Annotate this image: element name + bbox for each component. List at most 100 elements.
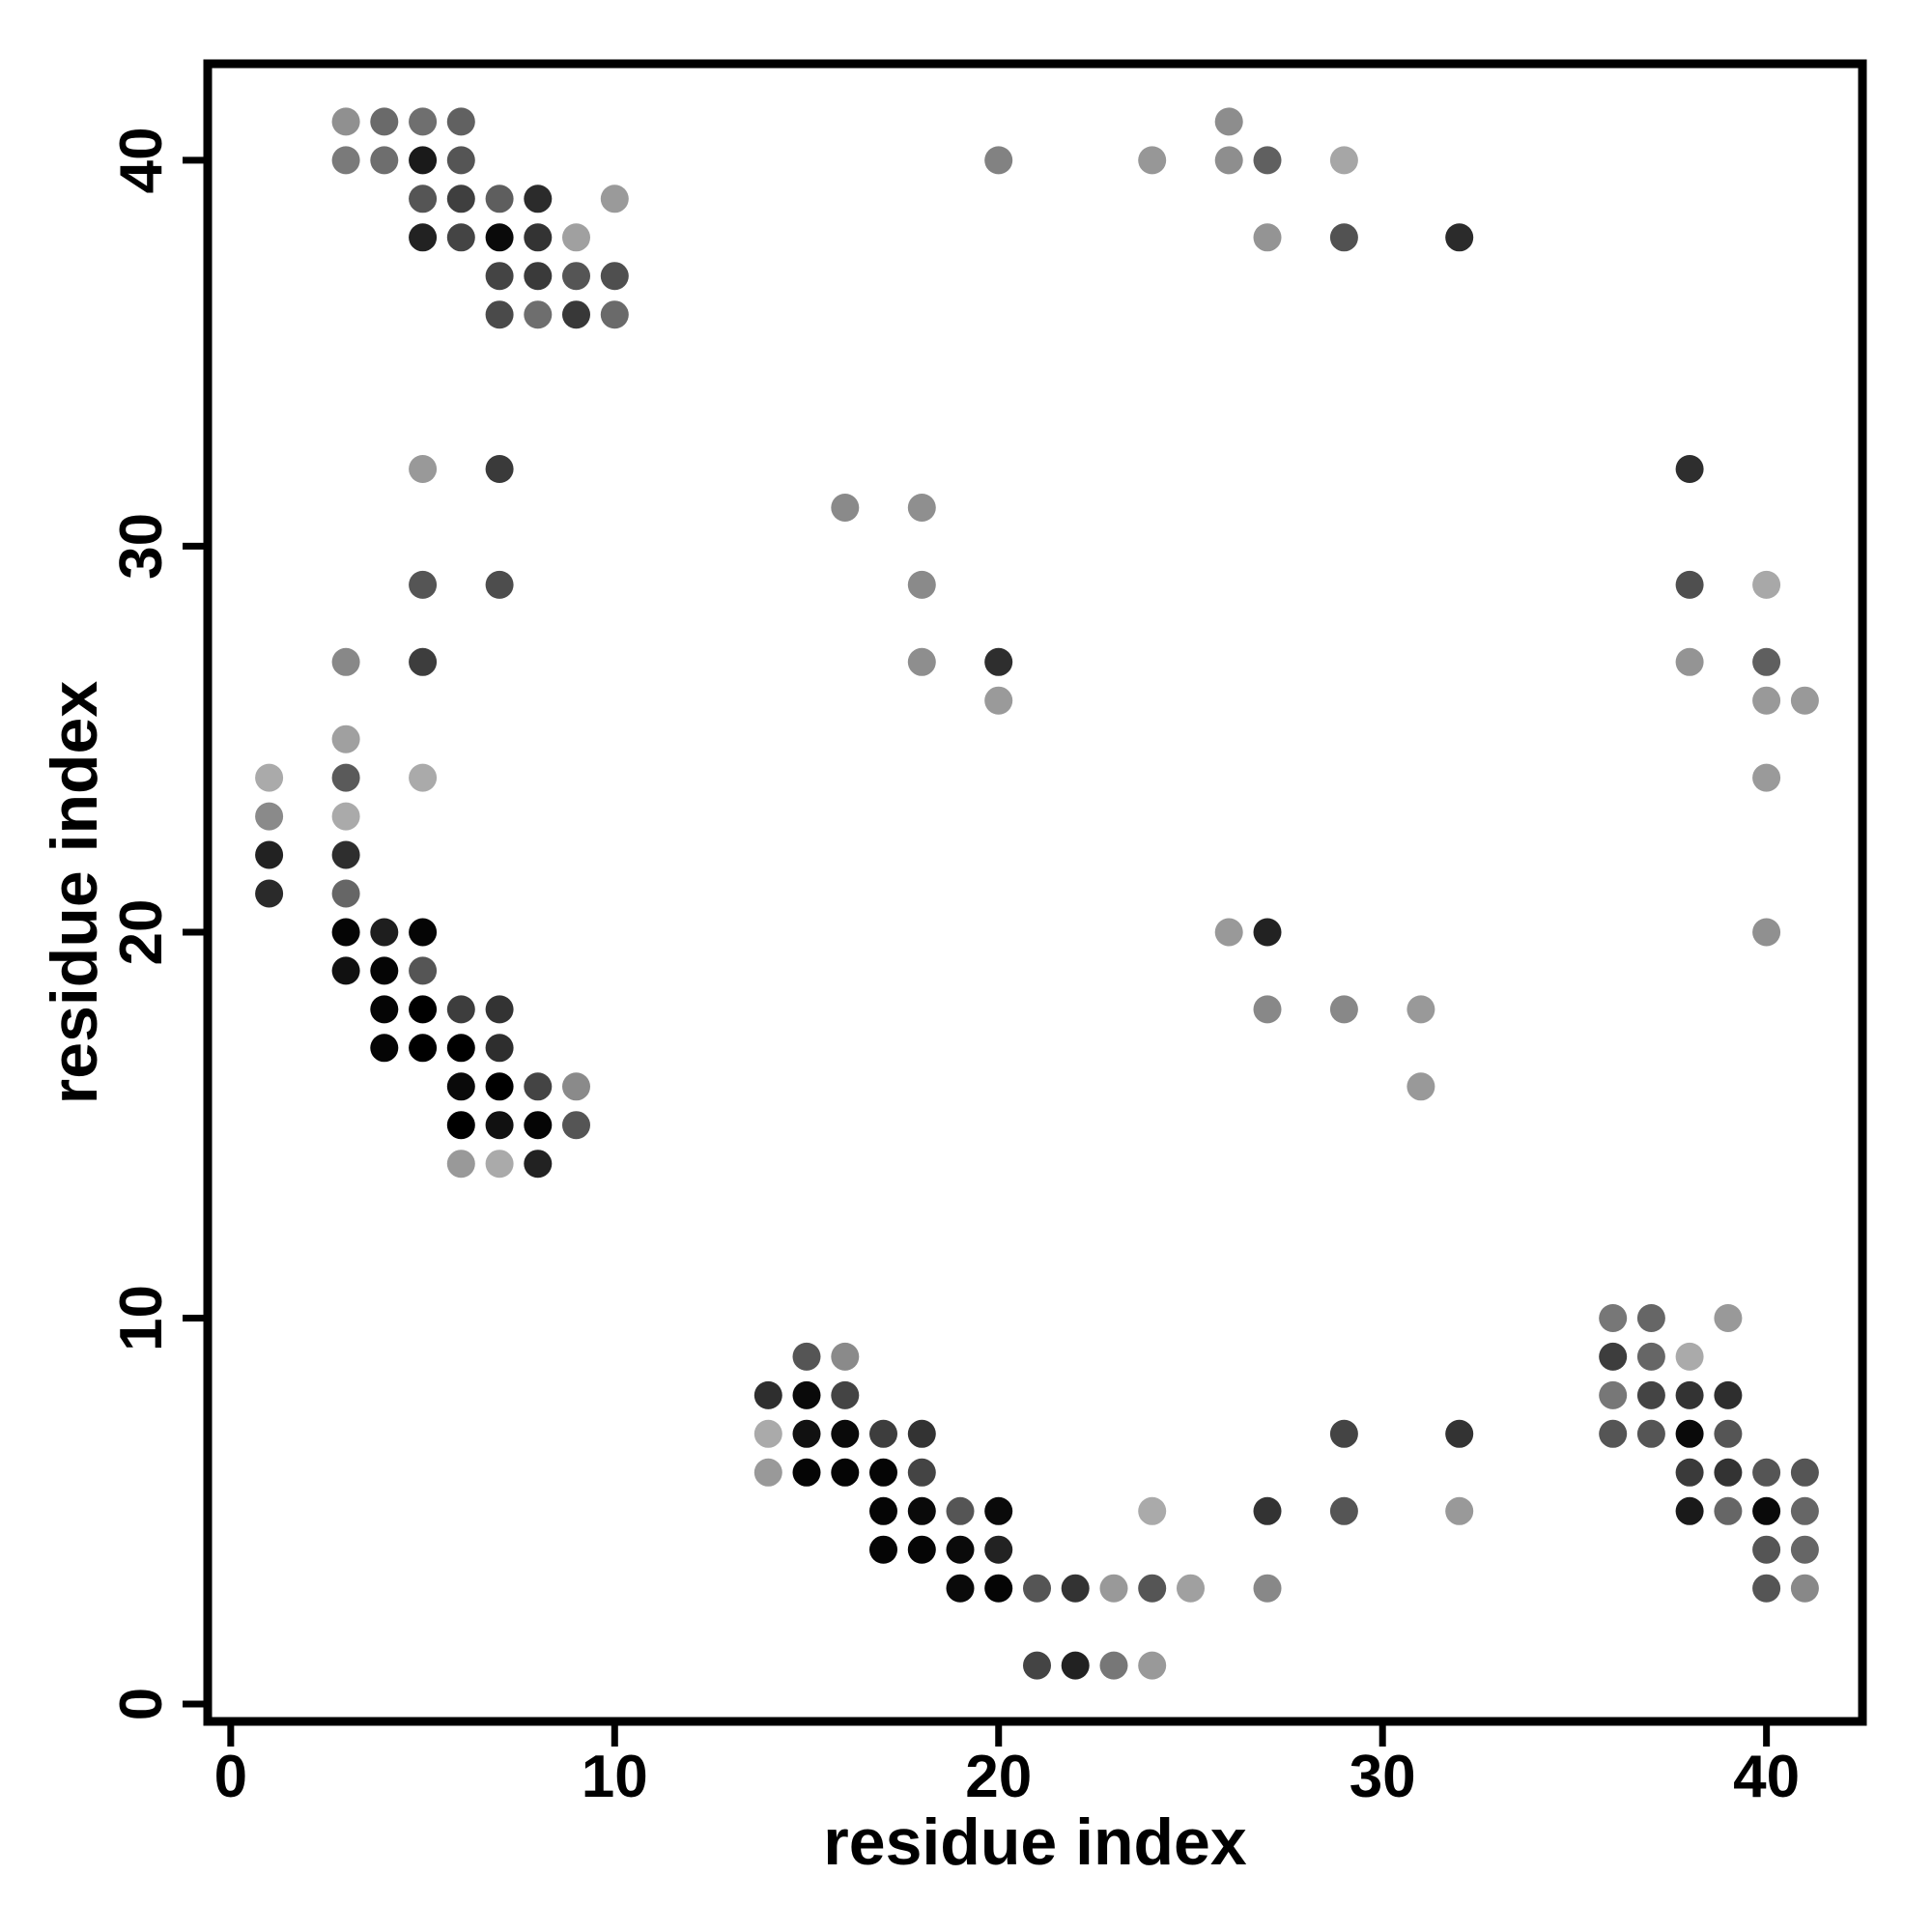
data-point [792, 1419, 821, 1448]
data-point [562, 223, 590, 252]
data-point [1329, 146, 1358, 175]
data-point [1253, 146, 1282, 175]
data-point [409, 995, 438, 1024]
data-point [869, 1458, 897, 1487]
data-point [869, 1496, 897, 1525]
data-point [524, 1150, 553, 1179]
data-point [331, 879, 360, 908]
x-axis-tick-label: 0 [214, 1744, 247, 1810]
data-point [446, 1111, 475, 1140]
data-point [1138, 1574, 1167, 1603]
data-point [1790, 1574, 1819, 1603]
data-point [485, 262, 514, 291]
data-point [1752, 763, 1781, 792]
data-point [446, 146, 475, 175]
data-point [1599, 1304, 1628, 1332]
data-point [869, 1419, 897, 1448]
x-axis-tick-label: 10 [582, 1744, 648, 1810]
data-point [831, 1380, 860, 1409]
data-point [1253, 918, 1282, 947]
data-point [446, 1034, 475, 1063]
data-point [446, 995, 475, 1024]
data-point [1636, 1380, 1665, 1409]
data-point [753, 1458, 782, 1487]
data-point [907, 1419, 936, 1448]
data-point [331, 107, 360, 136]
data-point [907, 1496, 936, 1525]
data-point [1675, 1458, 1704, 1487]
data-point [1214, 146, 1243, 175]
data-point [370, 918, 399, 947]
data-point [831, 1342, 860, 1371]
data-point [1675, 570, 1704, 599]
data-point [562, 300, 590, 329]
data-point [370, 1034, 399, 1063]
data-point [255, 802, 284, 831]
data-point [1752, 1574, 1781, 1603]
data-point [907, 570, 936, 599]
data-point [255, 879, 284, 908]
data-point [562, 1072, 590, 1101]
data-point [1445, 223, 1474, 252]
data-point [331, 763, 360, 792]
data-point [446, 185, 475, 213]
y-axis-tick-label: 20 [108, 899, 175, 966]
data-point [984, 686, 1013, 715]
data-point [1675, 1496, 1704, 1525]
data-point [946, 1574, 975, 1603]
data-point [331, 918, 360, 947]
data-point [1636, 1342, 1665, 1371]
data-point [600, 262, 629, 291]
data-point [485, 1072, 514, 1101]
data-point [984, 1535, 1013, 1564]
data-point [1599, 1419, 1628, 1448]
data-point [409, 763, 438, 792]
y-axis-tick-label: 0 [108, 1688, 175, 1720]
data-point [1714, 1304, 1743, 1332]
data-point [1752, 647, 1781, 676]
x-axis-tick-label: 40 [1733, 1744, 1800, 1810]
data-point [485, 1111, 514, 1140]
data-point [1099, 1574, 1128, 1603]
data-point [524, 1072, 553, 1101]
data-point [1214, 107, 1243, 136]
data-point [409, 647, 438, 676]
data-point [485, 300, 514, 329]
data-point [831, 1419, 860, 1448]
data-point [1752, 570, 1781, 599]
data-point [600, 300, 629, 329]
data-point [1675, 455, 1704, 483]
data-point [524, 185, 553, 213]
data-point [524, 1111, 553, 1140]
x-axis-title: residue index [823, 1805, 1247, 1879]
data-point [792, 1380, 821, 1409]
data-point [792, 1342, 821, 1371]
data-point [1329, 1496, 1358, 1525]
data-point [1752, 1496, 1781, 1525]
data-point [331, 647, 360, 676]
data-point [409, 1034, 438, 1063]
data-point [562, 262, 590, 291]
data-point [907, 1458, 936, 1487]
data-point [1714, 1419, 1743, 1448]
x-axis-tick-label: 30 [1350, 1744, 1416, 1810]
data-point [907, 494, 936, 522]
data-point [1752, 1535, 1781, 1564]
data-point [1061, 1651, 1090, 1680]
data-point [1138, 146, 1167, 175]
data-point [524, 223, 553, 252]
data-point [1790, 1458, 1819, 1487]
data-point [1752, 1458, 1781, 1487]
data-point [1599, 1342, 1628, 1371]
data-point [1599, 1380, 1628, 1409]
data-point [1406, 995, 1435, 1024]
data-point [446, 1150, 475, 1179]
data-point [946, 1535, 975, 1564]
data-point [1138, 1651, 1167, 1680]
data-point [1636, 1419, 1665, 1448]
data-point [869, 1535, 897, 1564]
data-point [524, 262, 553, 291]
data-point [1790, 1496, 1819, 1525]
data-point [1329, 1419, 1358, 1448]
data-point [1675, 1419, 1704, 1448]
